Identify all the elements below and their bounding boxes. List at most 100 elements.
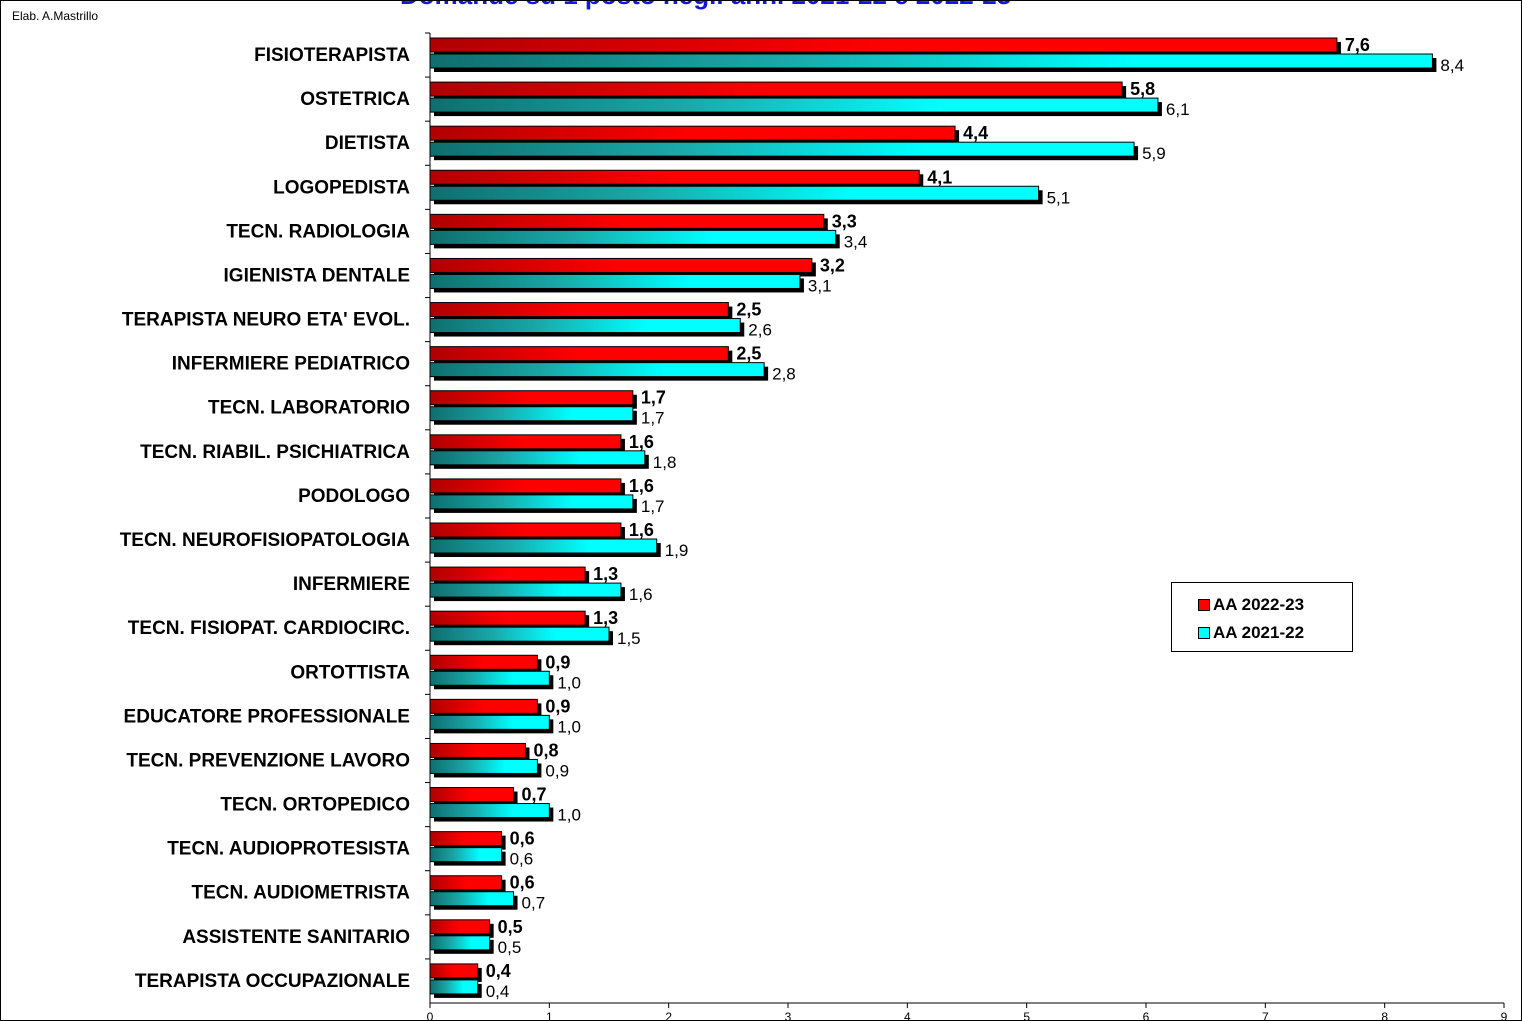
x-axis: 0 1 2 3 4 5 6 7 8 9	[425, 32, 1508, 1021]
bar-2022-23	[429, 125, 956, 141]
value-label-2021-22: 1,7	[641, 409, 665, 428]
value-label-2021-22: 1,0	[557, 673, 581, 692]
bar-2022-23	[429, 81, 1123, 97]
bar-2022-23	[429, 522, 622, 538]
bar-2021-22	[429, 97, 1159, 113]
category-label: INFERMIERE	[293, 574, 410, 595]
category-label: EDUCATORE PROFESSIONALE	[124, 706, 410, 727]
value-label-2021-22: 3,1	[808, 276, 832, 295]
bar-2021-22	[429, 273, 801, 289]
legend: AA 2022-23 AA 2021-22	[1171, 582, 1353, 652]
bar-2021-22	[429, 318, 741, 334]
bar-2021-22	[429, 141, 1135, 157]
value-label-2022-23: 0,7	[522, 785, 547, 805]
bar-2021-22	[429, 406, 634, 422]
category-label: TECN. AUDIOPROTESISTA	[167, 839, 410, 860]
value-label-2021-22: 6,1	[1166, 100, 1190, 119]
value-label-2022-23: 2,5	[736, 300, 761, 320]
category-label: FISIOTERAPISTA	[254, 45, 410, 66]
bar-2022-23	[429, 434, 622, 450]
value-label-2022-23: 1,7	[641, 388, 666, 408]
category-label: LOGOPEDISTA	[273, 177, 410, 198]
bar-2021-22	[429, 714, 550, 730]
bar-2022-23	[429, 169, 920, 185]
legend-swatch-a	[1198, 599, 1210, 611]
bar-2022-23	[429, 787, 515, 803]
category-label: TECN. ORTOPEDICO	[220, 795, 410, 816]
category-label: TECN. PREVENZIONE LAVORO	[126, 750, 410, 771]
category-label: TECN. LABORATORIO	[208, 398, 410, 419]
value-label-2022-23: 1,6	[629, 432, 654, 452]
value-label-2021-22: 5,9	[1142, 144, 1166, 163]
value-label-2022-23: 0,6	[510, 829, 535, 849]
bar-2021-22	[429, 935, 491, 951]
bar-2021-22	[429, 847, 503, 863]
value-label-2021-22: 1,0	[557, 806, 581, 825]
value-label-2021-22: 2,6	[748, 321, 772, 340]
category-label: TECN. FISIOPAT. CARDIOCIRC.	[128, 618, 410, 639]
bar-2022-23	[429, 390, 634, 406]
value-label-2021-22: 1,0	[557, 717, 581, 736]
x-tick-label: 7	[1262, 1010, 1269, 1021]
category-label: TECN. RADIOLOGIA	[226, 221, 410, 242]
credit-text: Elab. A.Mastrillo	[12, 9, 99, 23]
category-label: ASSISTENTE SANITARIO	[182, 927, 410, 948]
bar-2021-22	[429, 494, 634, 510]
category-label: TERAPISTA NEURO ETA' EVOL.	[122, 310, 410, 331]
value-label-2022-23: 1,3	[593, 564, 618, 584]
value-label-2022-23: 0,9	[545, 652, 570, 672]
x-tick-label: 4	[904, 1010, 911, 1021]
bar-2022-23	[429, 698, 538, 714]
bar-2021-22	[429, 362, 765, 378]
value-label-2022-23: 2,5	[736, 344, 761, 364]
bar-2022-23	[429, 566, 586, 582]
bar-2022-23	[429, 213, 825, 229]
value-label-2022-23: 0,6	[510, 873, 535, 893]
bar-2021-22	[429, 670, 550, 686]
bar-2021-22	[429, 626, 610, 642]
x-tick-label: 6	[1143, 1010, 1150, 1021]
bar-2022-23	[429, 963, 479, 979]
category-label: INFERMIERE PEDIATRICO	[172, 354, 410, 375]
bar-2022-23	[429, 875, 503, 891]
legend-label-a: AA 2022-23	[1213, 595, 1305, 614]
category-label: DIETISTA	[325, 133, 410, 154]
value-label-2022-23: 4,4	[963, 123, 988, 143]
bar-2021-22	[429, 891, 515, 907]
bar-2022-23	[429, 302, 729, 318]
bar-2021-22	[429, 979, 479, 995]
value-label-2022-23: 0,9	[545, 696, 570, 716]
bar-2021-22	[429, 53, 1433, 69]
category-label: TERAPISTA OCCUPAZIONALE	[135, 971, 410, 992]
x-tick-label: 0	[427, 1010, 434, 1021]
value-label-2021-22: 1,9	[665, 541, 689, 560]
value-label-2021-22: 1,6	[629, 585, 653, 604]
value-label-2022-23: 4,1	[927, 167, 952, 187]
bar-2021-22	[429, 450, 646, 466]
bar-2021-22	[429, 803, 550, 819]
value-label-2022-23: 0,4	[486, 961, 511, 981]
value-label-2021-22: 1,8	[653, 453, 677, 472]
value-label-2022-23: 0,8	[533, 740, 558, 760]
bar-2022-23	[429, 478, 622, 494]
x-tick-label: 9	[1501, 1010, 1508, 1021]
bar-2022-23	[429, 919, 491, 935]
category-label: TECN. RIABIL. PSICHIATRICA	[140, 442, 410, 463]
labels-layer: FISIOTERAPISTA 7,6 8,4 OSTETRICA 5,8 6,1 DIETI…	[120, 35, 1464, 1001]
value-label-2022-23: 3,2	[820, 255, 845, 275]
legend-item-a: AA 2022-23	[1198, 595, 1304, 615]
category-label: IGIENISTA DENTALE	[224, 265, 410, 286]
value-label-2022-23: 1,6	[629, 476, 654, 496]
value-label-2022-23: 7,6	[1345, 35, 1370, 55]
x-tick-label: 2	[665, 1010, 672, 1021]
x-tick-label: 8	[1381, 1010, 1388, 1021]
category-label: TECN. NEUROFISIOPATOLOGIA	[120, 530, 411, 551]
bar-2022-23	[429, 742, 526, 758]
value-label-2022-23: 5,8	[1130, 79, 1155, 99]
bar-2021-22	[429, 758, 538, 774]
value-label-2022-23: 1,3	[593, 608, 618, 628]
x-tick-label: 3	[785, 1010, 792, 1021]
bar-2021-22	[429, 229, 837, 245]
bar-2022-23	[429, 831, 503, 847]
bar-2021-22	[429, 538, 658, 554]
